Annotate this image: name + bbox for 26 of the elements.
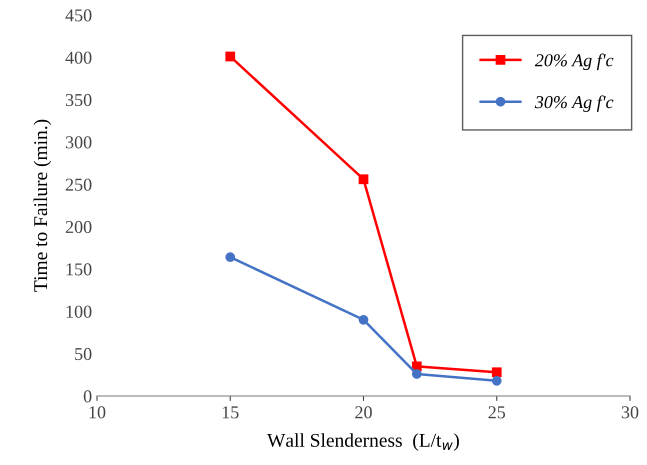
legend-label: 20% Ag f'c: [534, 54, 614, 70]
point: [492, 376, 502, 386]
y-tick-label: 350: [66, 94, 92, 106]
x-axis-title: Wall Slenderness (L/t$_{w}$): [267, 433, 459, 451]
point: [358, 174, 368, 184]
y-tick-label: 300: [66, 136, 92, 148]
y-tick-label: 150: [66, 263, 92, 276]
point: [412, 369, 422, 379]
y-axis-title: Time to Failure (min.): [34, 120, 52, 292]
point: [492, 367, 502, 378]
point: [358, 314, 368, 325]
y-tick-label: 0: [84, 390, 92, 402]
y-tick-label: 400: [65, 52, 92, 64]
legend-label: 30% Ag f'c: [534, 95, 614, 112]
x-tick-label: 30: [622, 406, 638, 418]
x-tick-label: 15: [222, 406, 239, 418]
y-tick-label: 450: [65, 9, 92, 22]
point: [225, 52, 236, 62]
y-tick-label: 100: [66, 306, 92, 318]
y-tick-label: 200: [66, 220, 92, 234]
y-tick-label: 50: [75, 348, 92, 360]
x-tick-label: 10: [90, 406, 106, 418]
x-tick-label: 20: [355, 406, 372, 418]
point: [225, 252, 236, 262]
y-tick-label: 250: [66, 178, 92, 191]
x-tick-label: 25: [488, 406, 506, 418]
